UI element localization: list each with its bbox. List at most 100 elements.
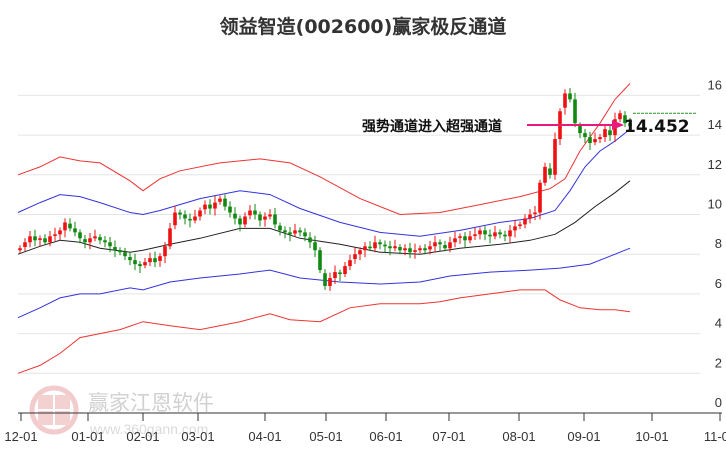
- candle-body: [198, 210, 202, 217]
- candle-body: [573, 99, 577, 124]
- candle-body: [168, 228, 172, 247]
- candle-body: [513, 226, 517, 231]
- watermark-url: www.360gann.com: [89, 421, 208, 437]
- candle-body: [208, 204, 212, 209]
- candle-body: [618, 113, 622, 120]
- candle-body: [188, 218, 192, 221]
- y-tick-label: 16: [708, 77, 722, 92]
- candle-body: [503, 234, 507, 237]
- candle-body: [128, 256, 132, 261]
- candle-body: [363, 246, 367, 251]
- band-upper-inner: [17, 128, 631, 237]
- candle-body: [58, 230, 62, 235]
- candle-body: [603, 129, 607, 138]
- annotation-text: 强势通道进入超强通道: [362, 118, 502, 135]
- candle-body: [348, 260, 352, 267]
- candle-body: [523, 218, 527, 225]
- candle-body: [278, 225, 282, 231]
- watermark-brand: 赢家江恩软件: [88, 391, 214, 415]
- candle-body: [223, 198, 227, 207]
- candle-body: [528, 214, 532, 219]
- candle-body: [403, 248, 407, 251]
- candle-body: [598, 137, 602, 140]
- candle-body: [498, 232, 502, 235]
- candle-body: [273, 214, 277, 225]
- candle-body: [183, 214, 187, 219]
- band-lower-outer: [17, 289, 631, 374]
- x-tick-label: 05-01: [309, 429, 342, 444]
- candle-body: [108, 242, 112, 247]
- candle-body: [333, 272, 337, 279]
- candle-body: [413, 250, 417, 252]
- candle-body: [238, 218, 242, 225]
- candlesticks: [18, 88, 632, 291]
- candle-body: [473, 234, 477, 236]
- candle-body: [543, 166, 547, 183]
- candle-body: [83, 239, 87, 243]
- candle-body: [468, 236, 472, 241]
- channel-bands: [17, 83, 631, 374]
- candle-body: [398, 247, 402, 251]
- watermark-logo-icon: [29, 385, 79, 435]
- candle-body: [373, 242, 377, 249]
- candle-body: [263, 216, 267, 220]
- candle-body: [553, 139, 557, 175]
- candle-body: [228, 206, 232, 213]
- x-tick-label: 01-01: [71, 429, 104, 444]
- candle-body: [103, 240, 107, 243]
- candle-body: [23, 242, 27, 248]
- candle-body: [383, 244, 387, 247]
- candle-body: [428, 246, 432, 250]
- candle-body: [293, 230, 297, 234]
- candle-body: [43, 238, 47, 243]
- candle-body: [388, 246, 392, 249]
- candle-body: [533, 212, 537, 215]
- candle-body: [548, 168, 552, 175]
- candle-body: [623, 115, 627, 124]
- x-tick-label: 10-01: [635, 429, 668, 444]
- candle-body: [593, 139, 597, 143]
- x-tick-label: 07-01: [432, 429, 465, 444]
- candle-body: [433, 242, 437, 247]
- candle-body: [608, 130, 612, 136]
- y-tick-label: 8: [715, 236, 722, 251]
- candle-body: [443, 245, 447, 249]
- candle-body: [173, 212, 177, 226]
- candle-body: [418, 248, 422, 251]
- y-tick-label: 0: [715, 395, 722, 410]
- candle-body: [53, 234, 57, 236]
- candle-body: [63, 222, 67, 231]
- y-tick-label: 4: [715, 316, 722, 331]
- y-axis: 0 2 4 6 8 10 12 14 16: [708, 77, 722, 410]
- candle-body: [323, 273, 327, 286]
- last-value-label: 14.452: [624, 117, 690, 137]
- candle-body: [458, 236, 462, 238]
- candle-body: [88, 238, 92, 243]
- candle-body: [148, 258, 152, 263]
- candle-body: [213, 202, 217, 209]
- y-tick-label: 2: [715, 355, 722, 370]
- candle-body: [328, 278, 332, 286]
- candle-body: [368, 246, 372, 249]
- candle-body: [313, 242, 317, 251]
- candle-body: [338, 272, 342, 275]
- candle-body: [298, 230, 302, 233]
- candle-body: [113, 247, 117, 251]
- candle-body: [508, 230, 512, 237]
- candle-body: [233, 213, 237, 219]
- x-axis: 12-01 01-01 02-01 03-01 04-01 05-01 06-01 07-01…: [4, 412, 726, 444]
- candle-body: [478, 230, 482, 235]
- candle-body: [203, 204, 207, 210]
- candle-body: [493, 232, 497, 237]
- annotation: 强势通道进入超强通道 14.452: [362, 117, 690, 137]
- watermark: 赢家江恩软件 www.360gann.com: [29, 385, 214, 437]
- y-tick-label: 12: [708, 157, 722, 172]
- x-tick-label: 08-01: [502, 429, 535, 444]
- candle-body: [138, 264, 142, 267]
- candle-body: [318, 250, 322, 271]
- candle-body: [343, 266, 347, 275]
- x-tick-label: 11-01: [704, 429, 726, 444]
- candle-body: [38, 238, 42, 240]
- candle-body: [588, 137, 592, 144]
